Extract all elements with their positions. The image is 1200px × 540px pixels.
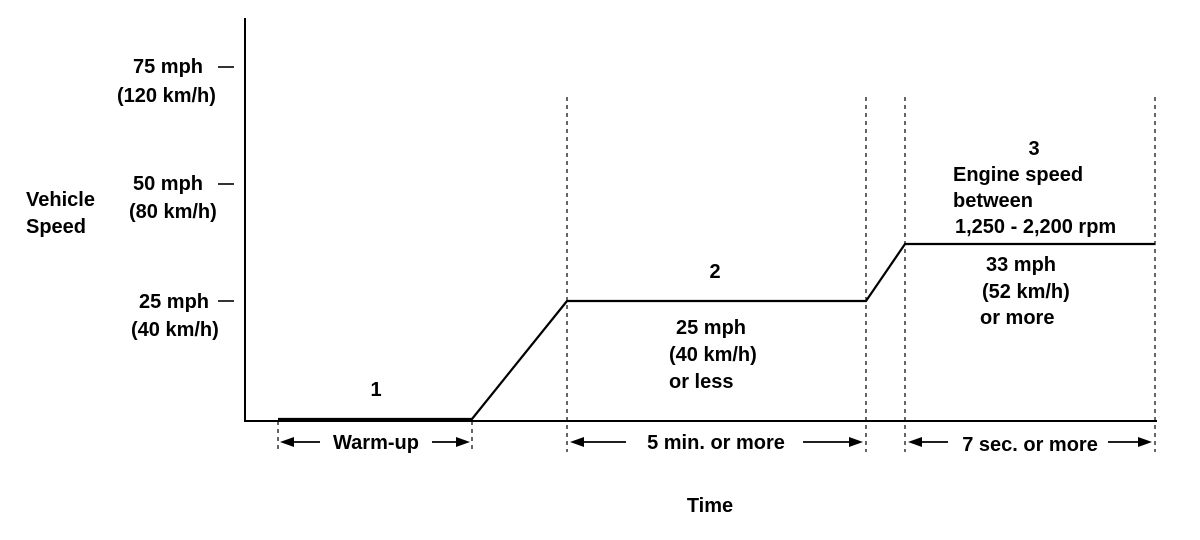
phase-3-note-more: or more — [980, 307, 1054, 329]
y-tick-80-kmh: (80 km/h) — [129, 201, 217, 223]
phase3-arrow-right-head — [1138, 437, 1152, 447]
phase-3-number: 3 — [1028, 138, 1039, 160]
phase2-arrow-left-head — [570, 437, 584, 447]
phase-2-note-less: or less — [669, 371, 733, 393]
phase-3-note-mph: 33 mph — [986, 254, 1056, 276]
y-tick-120-kmh: (120 km/h) — [117, 85, 216, 107]
phase-1-number: 1 — [370, 379, 381, 401]
phase-3-note-kmh: (52 km/h) — [982, 281, 1070, 303]
warmup-arrow-left-head — [280, 437, 294, 447]
phase-2-note-kmh: (40 km/h) — [669, 344, 757, 366]
y-tick-25-mph: 25 mph — [139, 291, 209, 313]
phase-2-note-mph: 25 mph — [676, 317, 746, 339]
phase3-arrow-left-head — [908, 437, 922, 447]
phase-3-heading-line2: between — [953, 190, 1033, 212]
y-tick-50-mph: 50 mph — [133, 173, 203, 195]
phase-2-number: 2 — [709, 261, 720, 283]
phase-3-heading-line1: Engine speed — [953, 164, 1083, 186]
y-axis-title-line1: Vehicle — [26, 189, 95, 211]
y-tick-40-kmh: (40 km/h) — [131, 319, 219, 341]
phase2-arrow-right-head — [849, 437, 863, 447]
phase-1-duration: Warm-up — [333, 432, 419, 454]
phase-2-duration: 5 min. or more — [647, 432, 785, 454]
speed-trace — [278, 242, 1155, 421]
x-axis-title: Time — [687, 495, 733, 517]
warmup-arrow-right-head — [456, 437, 470, 447]
phase-3-duration: 7 sec. or more — [962, 434, 1098, 456]
phase-3-heading-line3: 1,250 - 2,200 rpm — [955, 216, 1116, 238]
y-axis-title-line2: Speed — [26, 216, 86, 238]
y-tick-75-mph: 75 mph — [133, 56, 203, 78]
